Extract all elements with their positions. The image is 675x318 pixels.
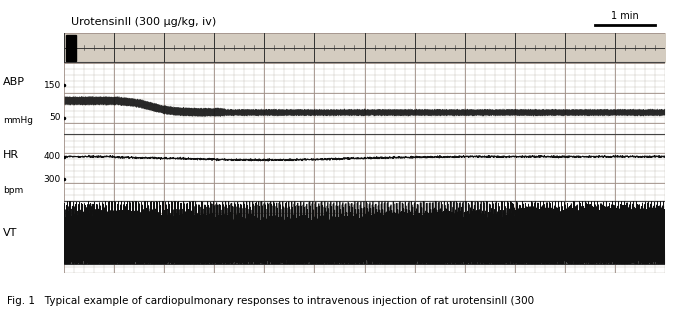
Text: 400: 400 — [44, 152, 61, 161]
Text: UrotensinII (300 μg/kg, iv): UrotensinII (300 μg/kg, iv) — [71, 17, 216, 27]
Text: 150: 150 — [43, 81, 61, 90]
Text: HR: HR — [3, 150, 20, 160]
Text: VT: VT — [3, 228, 18, 238]
Text: 1 min: 1 min — [611, 11, 639, 21]
Text: mmHg: mmHg — [3, 116, 33, 125]
Text: 300: 300 — [43, 175, 61, 183]
Text: ABP: ABP — [3, 77, 26, 87]
Text: Fig. 1   Typical example of cardiopulmonary responses to intravenous injection o: Fig. 1 Typical example of cardiopulmonar… — [7, 296, 534, 306]
Text: bpm: bpm — [3, 186, 24, 195]
Bar — [66, 35, 76, 61]
Text: 50: 50 — [49, 113, 61, 122]
